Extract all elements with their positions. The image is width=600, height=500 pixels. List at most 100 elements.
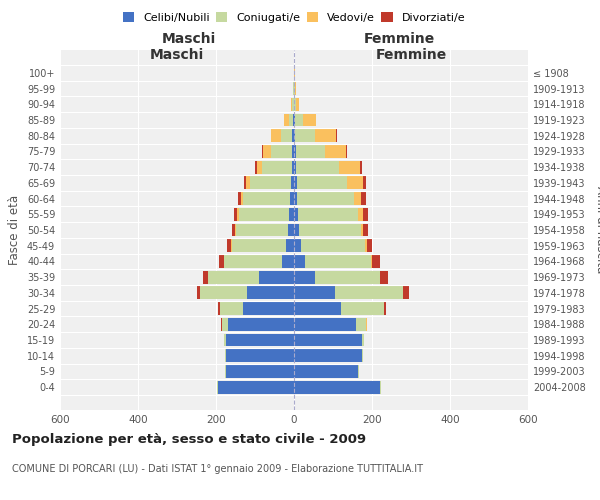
- Bar: [295, 98, 296, 110]
- Text: COMUNE DI PORCARI (LU) - Dati ISTAT 1° gennaio 2009 - Elaborazione TUTTITALIA.IT: COMUNE DI PORCARI (LU) - Dati ISTAT 1° g…: [12, 464, 423, 474]
- Bar: [296, 98, 299, 110]
- Bar: [371, 255, 372, 268]
- Bar: [241, 192, 244, 205]
- Bar: [316, 270, 380, 283]
- Bar: [246, 176, 250, 190]
- Bar: [283, 255, 294, 268]
- Bar: [302, 114, 316, 126]
- Bar: [294, 82, 295, 95]
- Text: Popolazione per età, sesso e stato civile - 2009: Popolazione per età, sesso e stato civil…: [12, 432, 366, 446]
- Bar: [293, 82, 294, 95]
- Bar: [365, 240, 367, 252]
- Bar: [295, 114, 302, 126]
- Bar: [341, 302, 384, 315]
- Bar: [294, 270, 316, 283]
- Bar: [293, 114, 294, 126]
- Bar: [224, 350, 226, 362]
- Bar: [262, 160, 292, 173]
- Y-axis label: Fasce di età: Fasce di età: [8, 195, 21, 265]
- Bar: [294, 176, 297, 190]
- Bar: [367, 240, 373, 252]
- Bar: [238, 208, 239, 220]
- Bar: [294, 350, 362, 362]
- Bar: [301, 240, 365, 252]
- Bar: [219, 255, 224, 268]
- Bar: [228, 318, 294, 331]
- Bar: [325, 145, 346, 158]
- Bar: [346, 145, 347, 158]
- Bar: [294, 114, 295, 126]
- Bar: [225, 365, 226, 378]
- Bar: [291, 98, 292, 110]
- Bar: [314, 129, 336, 142]
- Bar: [227, 240, 231, 252]
- Bar: [380, 270, 388, 283]
- Bar: [263, 145, 271, 158]
- Bar: [256, 160, 257, 173]
- Bar: [299, 224, 361, 236]
- Bar: [247, 286, 294, 300]
- Bar: [294, 145, 296, 158]
- Bar: [235, 208, 238, 220]
- Bar: [294, 318, 356, 331]
- Bar: [361, 224, 364, 236]
- Bar: [364, 224, 368, 236]
- Bar: [339, 160, 360, 173]
- Text: Maschi: Maschi: [161, 32, 216, 46]
- Text: Maschi: Maschi: [150, 48, 204, 62]
- Bar: [259, 270, 294, 283]
- Bar: [220, 302, 244, 315]
- Bar: [358, 365, 359, 378]
- Bar: [292, 160, 294, 173]
- Bar: [360, 160, 362, 173]
- Bar: [297, 192, 353, 205]
- Bar: [197, 286, 200, 300]
- Bar: [363, 176, 366, 190]
- Bar: [226, 350, 294, 362]
- Bar: [403, 286, 409, 300]
- Bar: [305, 255, 371, 268]
- Bar: [250, 176, 291, 190]
- Bar: [289, 114, 293, 126]
- Bar: [271, 129, 281, 142]
- Bar: [224, 255, 283, 268]
- Bar: [284, 114, 289, 126]
- Bar: [362, 334, 364, 346]
- Bar: [224, 334, 226, 346]
- Bar: [294, 160, 296, 173]
- Bar: [297, 176, 347, 190]
- Bar: [292, 129, 294, 142]
- Bar: [347, 176, 363, 190]
- Bar: [294, 302, 341, 315]
- Bar: [226, 365, 294, 378]
- Bar: [294, 208, 298, 220]
- Bar: [295, 82, 296, 95]
- Bar: [358, 208, 363, 220]
- Bar: [292, 145, 294, 158]
- Bar: [208, 270, 259, 283]
- Bar: [294, 240, 301, 252]
- Text: Femmine: Femmine: [376, 48, 446, 62]
- Bar: [235, 224, 288, 236]
- Bar: [203, 270, 208, 283]
- Bar: [294, 255, 305, 268]
- Bar: [244, 192, 290, 205]
- Bar: [226, 334, 294, 346]
- Bar: [356, 318, 366, 331]
- Bar: [353, 192, 361, 205]
- Bar: [238, 192, 241, 205]
- Bar: [218, 302, 220, 315]
- Bar: [257, 160, 262, 173]
- Bar: [292, 98, 293, 110]
- Bar: [239, 208, 289, 220]
- Y-axis label: Anni di nascita: Anni di nascita: [594, 186, 600, 274]
- Bar: [289, 208, 294, 220]
- Bar: [335, 286, 403, 300]
- Bar: [294, 129, 295, 142]
- Bar: [294, 192, 297, 205]
- Bar: [244, 302, 294, 315]
- Bar: [294, 365, 358, 378]
- Bar: [294, 334, 362, 346]
- Bar: [363, 208, 368, 220]
- Bar: [291, 176, 294, 190]
